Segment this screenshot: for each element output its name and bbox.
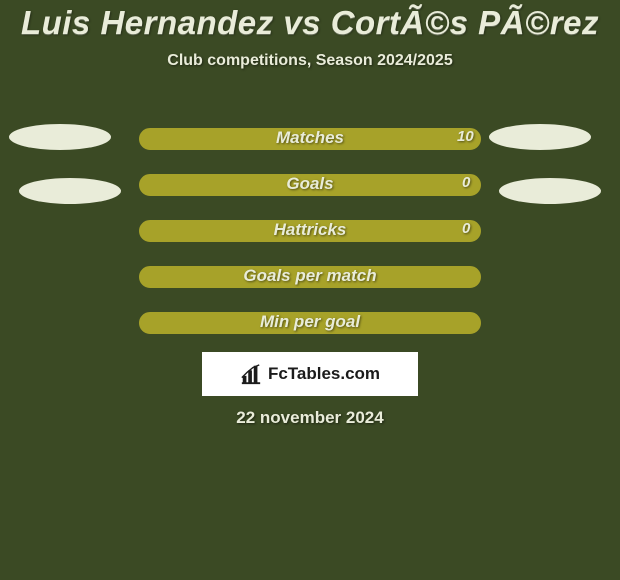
page-title: Luis Hernandez vs CortÃ©s PÃ©rez bbox=[0, 0, 620, 42]
bar-track bbox=[139, 174, 481, 196]
decorative-ellipse bbox=[9, 124, 111, 150]
decorative-ellipse bbox=[489, 124, 591, 150]
stat-bars: Matches10Goals0Hattricks0Goals per match… bbox=[0, 116, 620, 346]
bar-track bbox=[139, 128, 481, 150]
comparison-infographic: Luis Hernandez vs CortÃ©s PÃ©rez Club co… bbox=[0, 0, 620, 580]
stat-row: Hattricks0 bbox=[0, 208, 620, 254]
bar-track bbox=[139, 220, 481, 242]
footer-date: 22 november 2024 bbox=[0, 408, 620, 428]
stat-row: Goals per match bbox=[0, 254, 620, 300]
decorative-ellipse bbox=[19, 178, 121, 204]
bar-track bbox=[139, 266, 481, 288]
bar-chart-icon bbox=[240, 363, 262, 385]
stat-row: Min per goal bbox=[0, 300, 620, 346]
brand-badge: FcTables.com bbox=[202, 352, 418, 396]
page-subtitle: Club competitions, Season 2024/2025 bbox=[0, 52, 620, 70]
decorative-ellipse bbox=[499, 178, 601, 204]
bar-track bbox=[139, 312, 481, 334]
brand-text: FcTables.com bbox=[268, 364, 380, 384]
